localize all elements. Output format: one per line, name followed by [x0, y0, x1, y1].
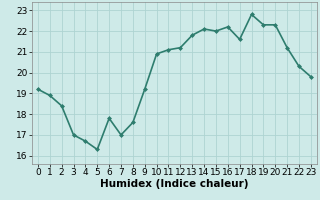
X-axis label: Humidex (Indice chaleur): Humidex (Indice chaleur) [100, 179, 249, 189]
